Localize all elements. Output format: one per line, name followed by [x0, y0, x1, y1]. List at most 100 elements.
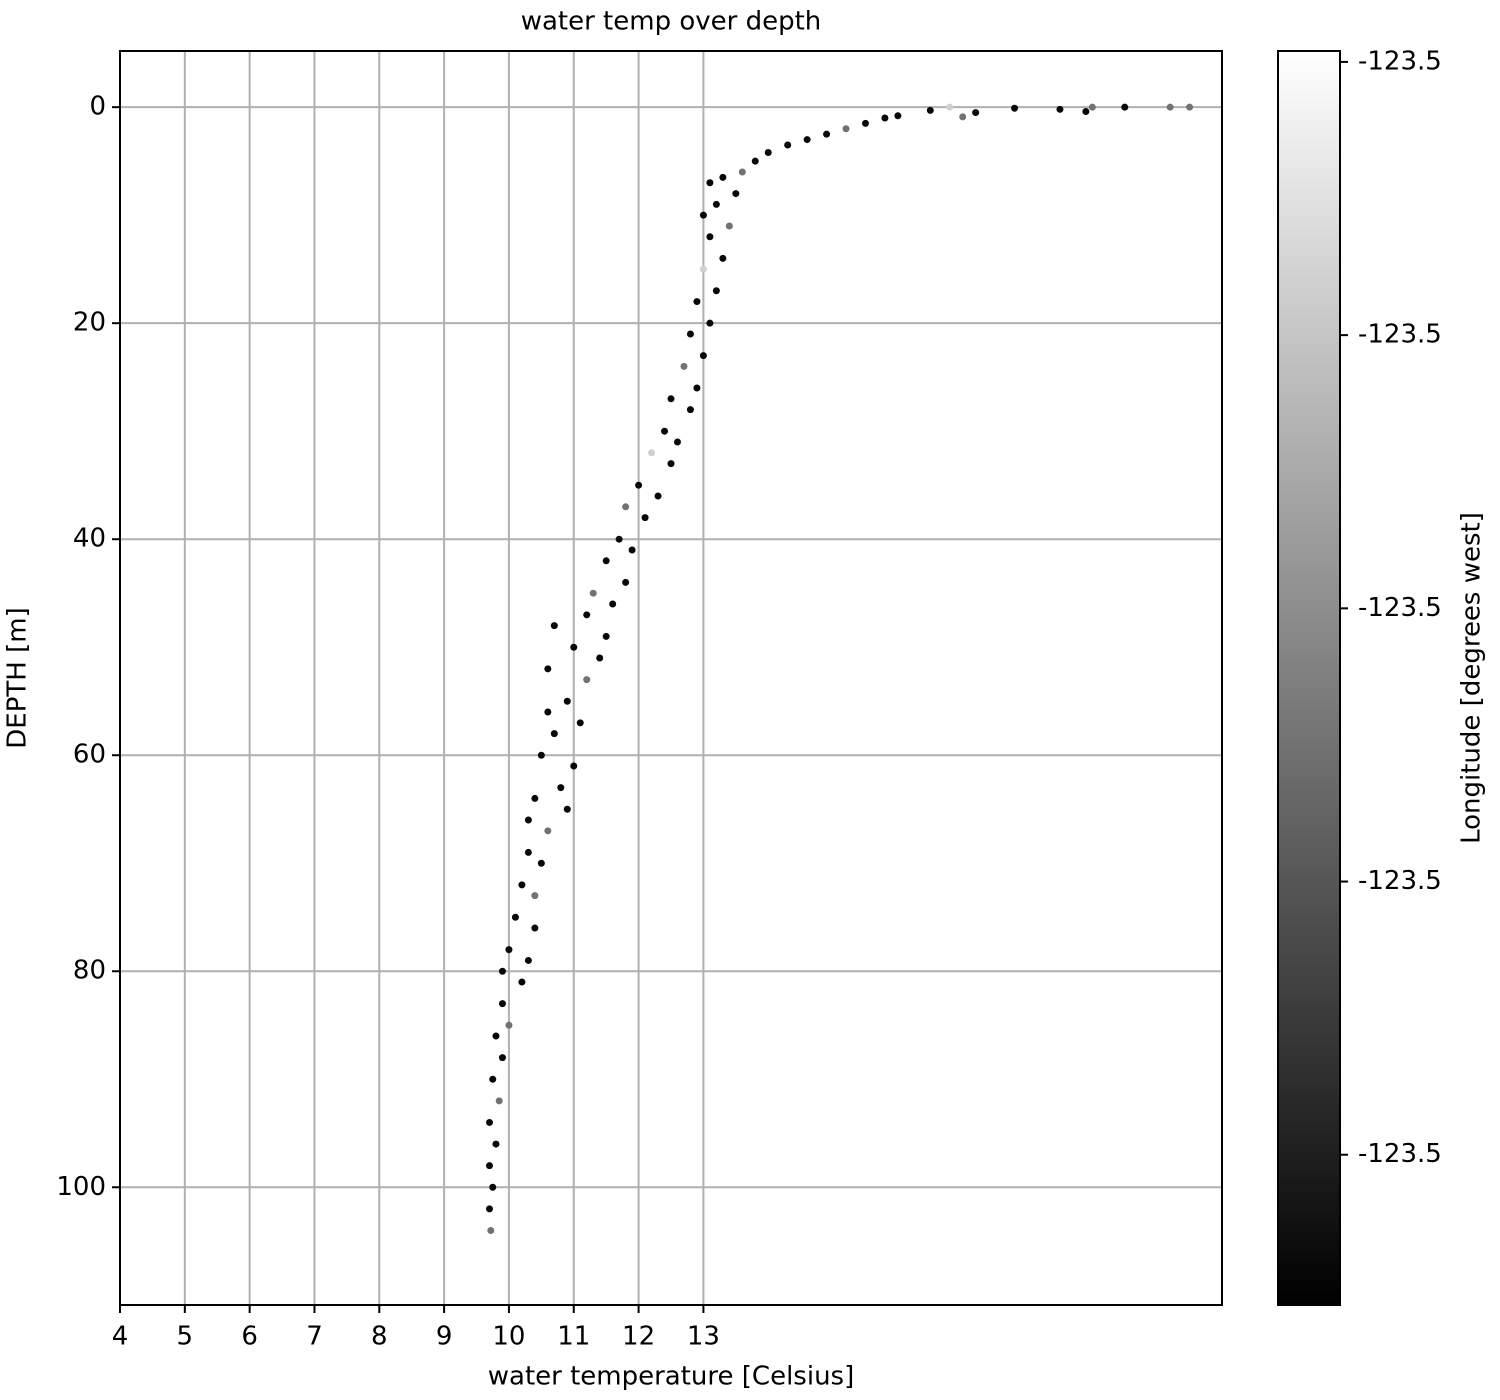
point — [1088, 103, 1096, 111]
colorbar-tick-label: -123.5 — [1358, 320, 1442, 350]
point — [505, 946, 513, 954]
point — [699, 265, 707, 273]
point — [498, 1054, 506, 1062]
chart-title: water temp over depth — [521, 7, 822, 37]
point — [959, 113, 967, 121]
point — [583, 676, 591, 684]
point — [485, 1162, 493, 1170]
point — [706, 319, 714, 327]
point — [686, 406, 694, 414]
x-tick-label: 10 — [492, 1322, 525, 1352]
point — [803, 136, 811, 144]
point — [1186, 103, 1194, 111]
point — [764, 149, 772, 157]
point — [738, 168, 746, 176]
point — [946, 103, 954, 111]
point — [498, 967, 506, 975]
point — [498, 1000, 506, 1008]
point — [881, 114, 889, 122]
point — [622, 578, 630, 586]
point — [699, 352, 707, 360]
point — [537, 859, 545, 867]
x-tick-label: 5 — [177, 1322, 194, 1352]
point — [628, 546, 636, 554]
plot-frame — [119, 50, 1223, 1306]
point — [589, 589, 597, 597]
point — [570, 643, 578, 651]
point — [654, 492, 662, 500]
point — [583, 611, 591, 619]
point — [661, 427, 669, 435]
x-tick-label: 13 — [687, 1322, 720, 1352]
point — [531, 924, 539, 932]
point — [823, 130, 831, 138]
point — [732, 190, 740, 198]
point — [693, 298, 701, 306]
point — [495, 1097, 503, 1105]
point — [615, 535, 623, 543]
point — [550, 622, 558, 630]
point — [511, 913, 519, 921]
y-tick-label: 80 — [73, 956, 106, 986]
point — [712, 287, 720, 295]
x-tick-label: 9 — [436, 1322, 453, 1352]
point — [712, 200, 720, 208]
point — [1121, 103, 1129, 111]
point — [492, 1032, 500, 1040]
colorbar — [1277, 50, 1341, 1306]
point — [1011, 104, 1019, 112]
point — [719, 173, 727, 181]
point — [544, 708, 552, 716]
point — [602, 557, 610, 565]
y-axis-label: DEPTH [m] — [3, 607, 33, 748]
point — [602, 632, 610, 640]
point — [648, 449, 656, 457]
x-axis-label: water temperature [Celsius] — [488, 1362, 855, 1392]
point — [544, 665, 552, 673]
point — [622, 503, 630, 511]
y-tick-label: 0 — [89, 92, 106, 122]
point — [544, 827, 552, 835]
colorbar-tick-label: -123.5 — [1358, 1139, 1442, 1169]
point — [485, 1118, 493, 1126]
point — [487, 1226, 495, 1234]
point — [1056, 105, 1064, 113]
x-tick-label: 12 — [622, 1322, 655, 1352]
point — [518, 881, 526, 889]
point — [576, 719, 584, 727]
x-tick-label: 11 — [557, 1322, 590, 1352]
point — [673, 438, 681, 446]
point — [667, 395, 675, 403]
point — [518, 978, 526, 986]
point — [596, 654, 604, 662]
point — [641, 514, 649, 522]
point — [751, 157, 759, 165]
x-tick-label: 4 — [112, 1322, 129, 1352]
point — [680, 362, 688, 370]
point — [725, 222, 733, 230]
point — [635, 481, 643, 489]
point — [524, 956, 532, 964]
point — [492, 1140, 500, 1148]
point — [861, 119, 869, 127]
x-tick-label: 7 — [306, 1322, 323, 1352]
colorbar-label: Longitude [degrees west] — [1457, 512, 1487, 844]
point — [563, 805, 571, 813]
point — [489, 1183, 497, 1191]
point — [1082, 107, 1090, 115]
point — [699, 211, 707, 219]
point — [537, 751, 545, 759]
colorbar-tick-label: -123.5 — [1358, 46, 1442, 76]
x-tick-label: 6 — [241, 1322, 258, 1352]
point — [557, 784, 565, 792]
point — [972, 109, 980, 117]
point — [489, 1075, 497, 1083]
y-tick-label: 60 — [73, 740, 106, 770]
point — [531, 892, 539, 900]
point — [686, 330, 694, 338]
point — [706, 179, 714, 187]
y-tick-label: 20 — [73, 308, 106, 338]
point — [609, 600, 617, 608]
